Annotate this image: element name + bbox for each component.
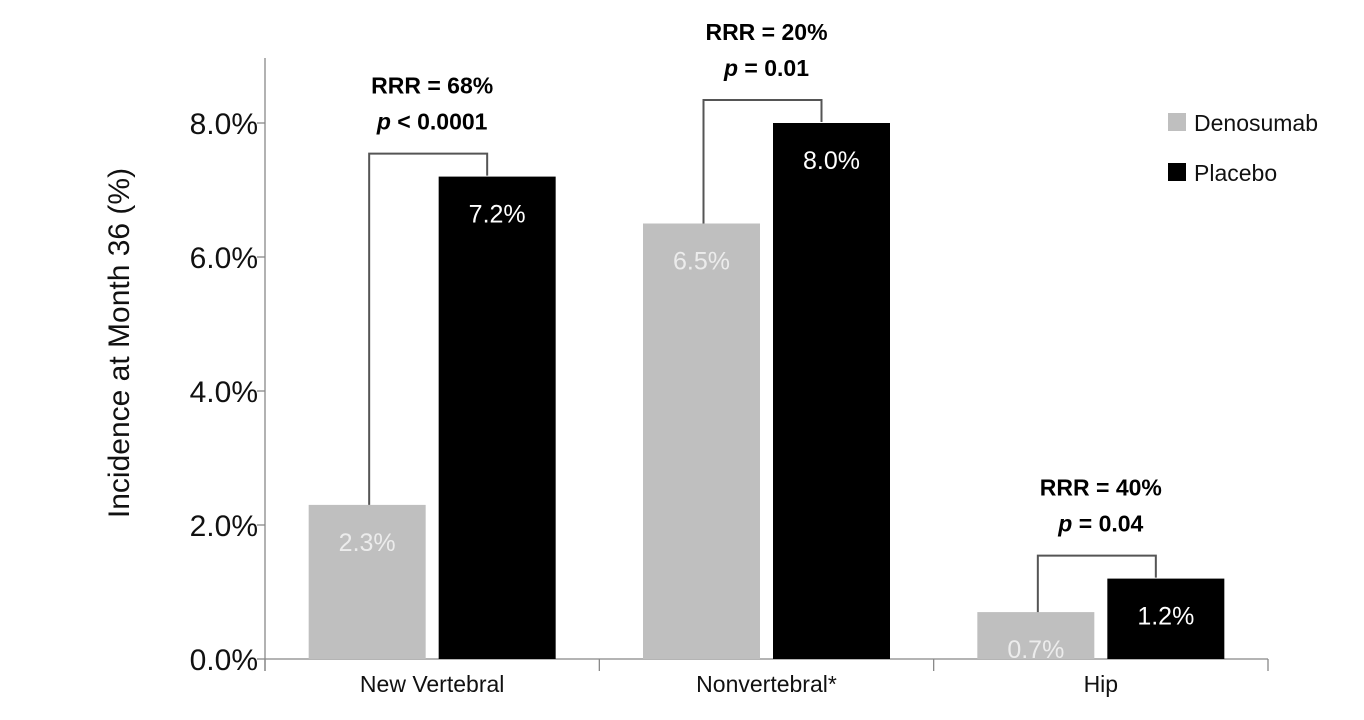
data-label: 6.5% <box>673 248 730 276</box>
legend-swatch-placebo <box>1168 163 1186 181</box>
bar-denosumab <box>643 223 760 659</box>
data-label: 0.7% <box>1007 636 1064 664</box>
bar-placebo <box>1107 578 1225 659</box>
rrr-label: RRR = 40% <box>1040 475 1162 501</box>
y-tick-label: 8.0% <box>190 108 258 141</box>
y-tick-label: 0.0% <box>190 644 258 677</box>
legend-swatch-denosumab <box>1168 113 1186 131</box>
y-tick-label: 2.0% <box>190 510 258 543</box>
p-value: = 0.04 <box>1072 511 1143 537</box>
bar-denosumab <box>308 504 426 659</box>
bar-placebo <box>438 176 556 659</box>
p-value: < 0.0001 <box>391 109 488 135</box>
y-tick-label: 6.0% <box>190 242 258 275</box>
x-category-label: New Vertebral <box>360 671 504 697</box>
significance-bracket <box>1036 554 1157 613</box>
legend: Denosumab Placebo <box>1168 110 1318 186</box>
x-axis: New Vertebral Nonvertebral* Hip <box>264 658 1269 697</box>
significance-annotations: RRR = 68% p < 0.0001 RRR = 20% p = 0.01 RRR … <box>368 19 1162 613</box>
y-axis-title: Incidence at Month 36 (%) <box>103 168 136 518</box>
data-label: 1.2% <box>1137 603 1194 631</box>
p-symbol: p <box>723 55 738 81</box>
significance-bracket <box>368 152 489 505</box>
data-label: 8.0% <box>803 147 860 175</box>
significance-bracket <box>702 99 823 224</box>
y-axis: 0.0% 2.0% 4.0% 6.0% 8.0% <box>190 58 266 677</box>
x-category-label: Hip <box>1084 671 1119 697</box>
bar-denosumab <box>977 612 1095 659</box>
p-value: = 0.01 <box>738 55 809 81</box>
data-label: 7.2% <box>469 201 526 229</box>
p-value-label: p = 0.04 <box>1057 511 1143 537</box>
legend-label-placebo: Placebo <box>1194 160 1277 186</box>
p-symbol: p <box>376 109 391 135</box>
p-symbol: p <box>1057 511 1072 537</box>
y-tick-label: 4.0% <box>190 376 258 409</box>
p-value-label: p < 0.0001 <box>376 109 488 135</box>
bars: 2.3% 7.2% 6.5% 8.0% 0.7% 1.2% <box>308 123 1225 664</box>
rrr-label: RRR = 68% <box>371 73 493 99</box>
rrr-label: RRR = 20% <box>705 19 827 45</box>
x-category-label: Nonvertebral* <box>696 671 837 697</box>
data-label: 2.3% <box>339 529 396 557</box>
legend-label-denosumab: Denosumab <box>1194 110 1318 136</box>
p-value-label: p = 0.01 <box>723 55 809 81</box>
bar-placebo <box>773 123 890 659</box>
